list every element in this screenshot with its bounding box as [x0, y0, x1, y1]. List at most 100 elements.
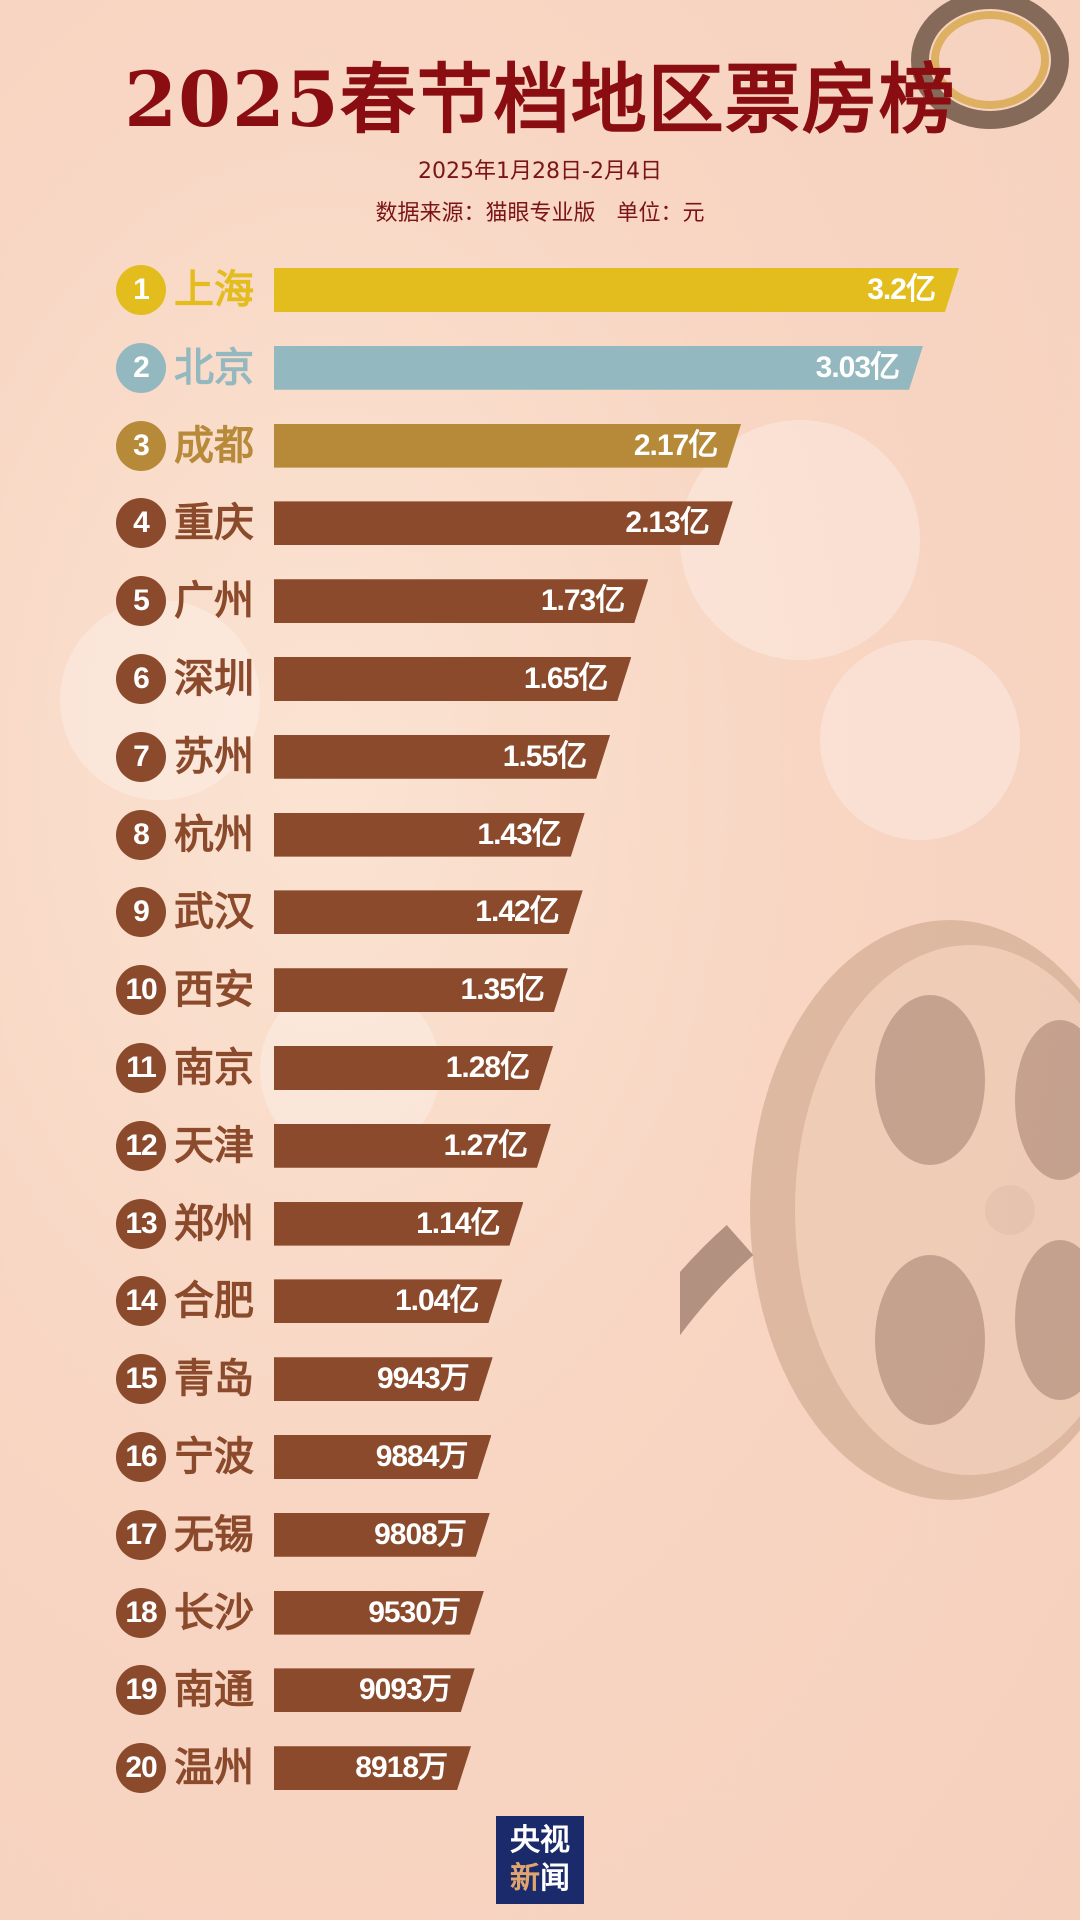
bar: 2.13亿 [274, 501, 733, 545]
city-label: 温州 [174, 1745, 254, 1792]
city-label: 杭州 [174, 811, 254, 858]
city-label: 合肥 [174, 1278, 254, 1325]
rank-badge: 4 [116, 498, 166, 549]
bar: 1.35亿 [274, 968, 568, 1012]
rank-badge: 18 [116, 1587, 166, 1638]
city-label: 郑州 [174, 1200, 254, 1247]
city-label: 长沙 [174, 1589, 254, 1636]
bar: 1.65亿 [274, 657, 631, 701]
value-label: 1.65亿 [523, 662, 608, 695]
rank-badge: 20 [116, 1743, 166, 1794]
ranking-row: 20 温州 8918万 [0, 1740, 1080, 1796]
ranking-row: 13 郑州 1.14亿 [0, 1196, 1080, 1252]
value-label: 1.35亿 [460, 973, 544, 1007]
cctv-news-logo: 央视 新闻 [496, 1816, 584, 1904]
city-label: 广州 [174, 578, 254, 625]
rank-badge: 9 [116, 887, 166, 938]
city-label: 青岛 [174, 1356, 254, 1403]
bar: 1.55亿 [274, 735, 610, 779]
bar: 1.28亿 [274, 1046, 553, 1090]
city-label: 北京 [174, 344, 254, 391]
bokeh-decoration [820, 640, 1020, 840]
ranking-row: 12 天津 1.27亿 [0, 1118, 1080, 1174]
value-label: 9943万 [376, 1362, 469, 1396]
value-label: 1.55亿 [502, 739, 587, 773]
ranking-row: 18 长沙 9530万 [0, 1585, 1080, 1641]
logo-char: 新 [510, 1861, 540, 1896]
value-label: 1.73亿 [540, 584, 625, 618]
ranking-row: 1 上海 3.2亿 [0, 262, 1080, 318]
city-label: 西安 [174, 967, 254, 1014]
rank-badge: 3 [116, 420, 166, 471]
bar: 1.43亿 [274, 813, 585, 857]
bar: 3.03亿 [274, 346, 923, 390]
rank-badge: 15 [116, 1354, 166, 1405]
ranking-row: 10 西安 1.35亿 [0, 962, 1080, 1018]
city-label: 上海 [174, 267, 254, 313]
logo-line1: 央视 [510, 1823, 570, 1858]
bar: 9530万 [274, 1591, 484, 1635]
ranking-row: 14 合肥 1.04亿 [0, 1273, 1080, 1329]
ranking-row: 15 青岛 9943万 [0, 1351, 1080, 1407]
rank-badge: 5 [116, 576, 166, 627]
rank-badge: 14 [116, 1276, 166, 1327]
value-label: 9530万 [368, 1595, 460, 1629]
bar: 3.2亿 [274, 268, 959, 312]
city-label: 宁波 [174, 1434, 254, 1480]
value-label: 9884万 [375, 1440, 468, 1473]
film-reel-illustration [680, 920, 1080, 1500]
bar: 1.73亿 [274, 579, 648, 623]
rank-badge: 7 [116, 731, 166, 782]
value-label: 1.14亿 [416, 1206, 500, 1240]
value-label: 2.13亿 [625, 506, 709, 540]
bar: 1.04亿 [274, 1279, 502, 1323]
film-strip-illustration [911, 0, 1069, 129]
ranking-row: 6 深圳 1.65亿 [0, 651, 1080, 707]
date-range: 2025年1月28日-2月4日 [418, 159, 662, 184]
city-label: 无锡 [174, 1511, 254, 1558]
rank-badge: 13 [116, 1198, 166, 1249]
ranking-row: 19 南通 9093万 [0, 1662, 1080, 1718]
rank-badge: 10 [116, 965, 166, 1016]
rank-badge: 11 [116, 1043, 166, 1093]
value-label: 1.28亿 [445, 1051, 530, 1084]
city-label: 重庆 [174, 500, 254, 547]
rank-badge: 2 [116, 342, 166, 393]
value-label: 2.17亿 [633, 428, 718, 462]
rank-badge: 6 [116, 654, 166, 704]
rank-badge: 17 [116, 1509, 166, 1560]
rank-badge: 8 [116, 809, 166, 860]
ranking-row: 11 南京 1.28亿 [0, 1040, 1080, 1096]
bar: 9093万 [274, 1668, 475, 1712]
bar: 9884万 [274, 1435, 491, 1479]
ranking-row: 2 北京 3.03亿 [0, 340, 1080, 396]
bar: 1.14亿 [274, 1202, 523, 1246]
ranking-row: 7 苏州 1.55亿 [0, 729, 1080, 785]
bar: 2.17亿 [274, 424, 741, 468]
ranking-row: 17 无锡 9808万 [0, 1507, 1080, 1563]
city-label: 深圳 [174, 656, 254, 702]
bar: 1.42亿 [274, 890, 583, 934]
ranking-row: 16 宁波 9884万 [0, 1429, 1080, 1485]
city-label: 南京 [174, 1045, 254, 1091]
value-label: 3.2亿 [867, 273, 935, 306]
ranking-row: 5 广州 1.73亿 [0, 573, 1080, 629]
ranking-row: 9 武汉 1.42亿 [0, 884, 1080, 940]
data-source: 数据来源：猫眼专业版 单位：元 [375, 201, 705, 226]
bar: 1.27亿 [274, 1124, 551, 1168]
value-label: 1.04亿 [394, 1284, 479, 1318]
logo-char: 闻 [540, 1861, 570, 1896]
ranking-row: 3 成都 2.17亿 [0, 418, 1080, 474]
city-label: 苏州 [174, 733, 254, 780]
city-label: 南通 [174, 1667, 254, 1714]
page-title: 2025春节档地区票房榜 [124, 55, 956, 144]
value-label: 1.27亿 [443, 1128, 527, 1162]
value-label: 3.03亿 [815, 350, 900, 384]
bar: 9808万 [274, 1513, 490, 1557]
value-label: 1.43亿 [477, 817, 561, 851]
rank-badge: 1 [116, 265, 166, 315]
city-label: 武汉 [174, 889, 254, 936]
ranking-row: 8 杭州 1.43亿 [0, 807, 1080, 863]
value-label: 9093万 [358, 1673, 451, 1707]
rank-badge: 16 [116, 1432, 166, 1482]
